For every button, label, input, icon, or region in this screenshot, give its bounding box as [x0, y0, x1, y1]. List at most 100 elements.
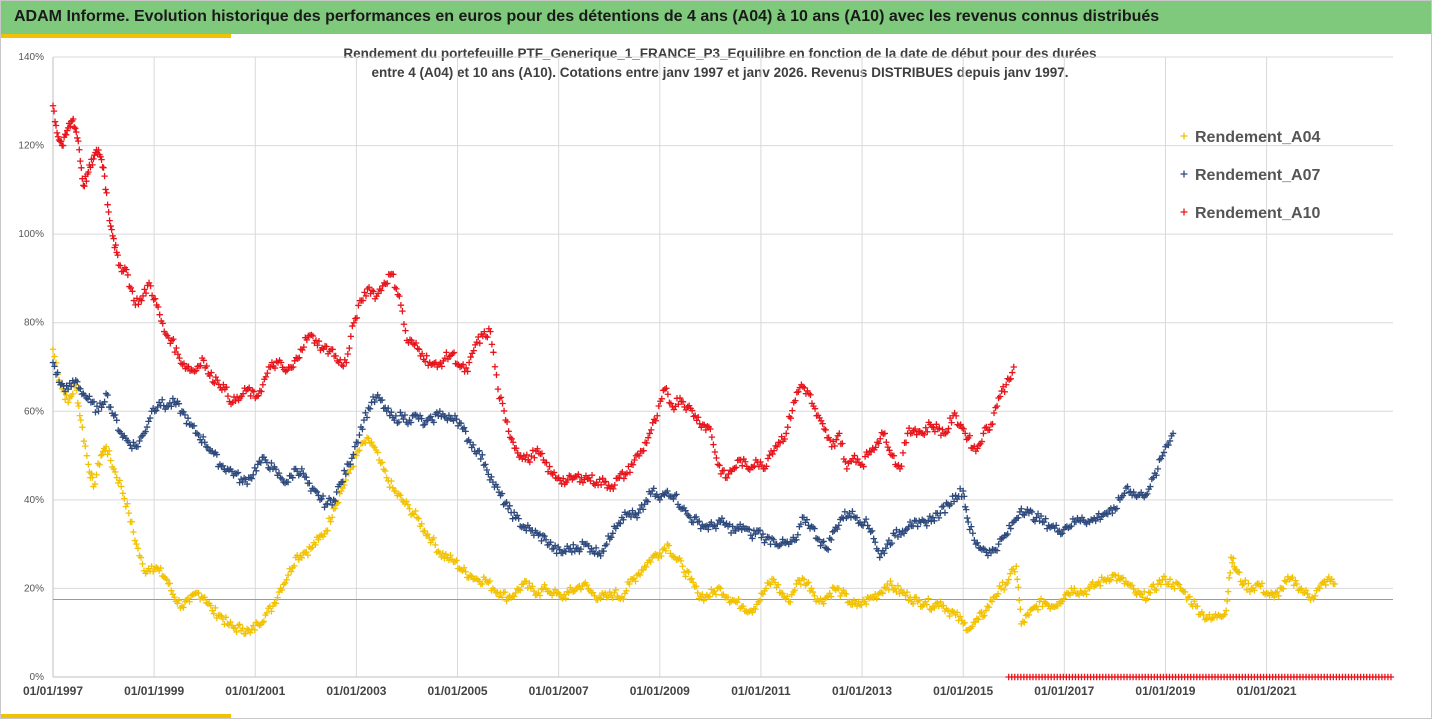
data-point-rendement_a10	[957, 421, 964, 428]
data-point-rendement_a07	[980, 545, 987, 552]
data-point-rendement_a10	[191, 368, 198, 375]
data-point-rendement_a07	[864, 522, 871, 529]
data-point-rendement_a10	[992, 404, 999, 411]
data-point-rendement_a04	[268, 608, 275, 615]
data-point-rendement_a10	[415, 346, 423, 353]
data-point-rendement_a07	[1159, 452, 1166, 460]
data-point-rendement_a10	[695, 414, 702, 421]
data-point-rendement_a10	[505, 428, 512, 435]
data-point-rendement_a10	[391, 284, 399, 291]
data-point-rendement_a04	[163, 576, 170, 583]
data-point-rendement_a07	[298, 465, 305, 473]
data-point-rendement_a10	[716, 462, 723, 469]
data-point-rendement_a07	[938, 503, 946, 510]
data-point-rendement_a04	[1060, 595, 1068, 602]
data-point-rendement_a10	[962, 430, 969, 437]
data-point-rendement_a10	[499, 400, 506, 407]
data-point-rendement_a04	[389, 484, 397, 492]
data-point-rendement_a10	[268, 359, 276, 366]
data-point-rendement_a04	[658, 552, 665, 560]
data-point-rendement_a07	[551, 542, 559, 549]
data-point-rendement_a07	[746, 526, 753, 533]
data-point-rendement_a07	[444, 416, 451, 424]
data-point-rendement_a07	[929, 514, 937, 521]
header-banner: ADAM Informe. Evolution historique des p…	[1, 1, 1431, 34]
data-point-rendement_a07	[635, 509, 642, 517]
data-point-rendement_a10	[1007, 375, 1014, 382]
data-point-rendement_a10	[543, 459, 550, 466]
data-point-rendement_a10	[599, 475, 606, 482]
data-point-rendement_a04	[1000, 586, 1008, 593]
data-point-rendement_a10	[996, 393, 1004, 400]
data-point-rendement_a04	[122, 503, 130, 510]
data-point-rendement_a07	[793, 536, 800, 543]
data-point-rendement_a04	[826, 590, 833, 597]
data-point-rendement_a07	[1113, 505, 1121, 512]
data-point-rendement_a04	[166, 580, 174, 587]
data-point-rendement_a10	[494, 385, 502, 393]
data-point-rendement_a04	[583, 581, 591, 589]
data-point-rendement_a04	[1119, 574, 1127, 581]
data-point-rendement_a04	[961, 619, 968, 626]
data-point-rendement_a10	[711, 448, 719, 456]
data-point-rendement_a10	[864, 451, 872, 459]
data-point-rendement_a04	[909, 600, 917, 608]
data-point-rendement_a07	[1004, 530, 1011, 538]
data-point-rendement_a04	[80, 437, 88, 445]
data-point-rendement_a07	[169, 395, 177, 402]
data-point-rendement_a04	[328, 514, 336, 521]
data-point-rendement_a10	[476, 340, 483, 347]
x-tick-label: 01/01/2013	[832, 684, 892, 698]
data-point-rendement_a07	[897, 531, 905, 539]
data-point-rendement_a04	[811, 592, 818, 600]
data-point-rendement_a10	[491, 363, 499, 370]
data-point-rendement_a04	[677, 557, 685, 565]
data-point-rendement_a07	[835, 522, 842, 529]
data-point-rendement_a10	[887, 451, 895, 458]
y-tick-label: 60%	[24, 406, 44, 417]
data-point-rendement_a04	[1270, 594, 1278, 601]
data-point-rendement_a07	[250, 471, 257, 478]
data-point-rendement_a07	[268, 459, 275, 467]
data-point-rendement_a04	[1225, 574, 1233, 581]
data-point-rendement_a04	[682, 573, 689, 580]
data-point-rendement_a10	[296, 354, 303, 361]
data-point-rendement_a04	[536, 592, 544, 599]
data-point-rendement_a04	[1011, 568, 1018, 575]
data-point-rendement_a10	[811, 405, 819, 412]
data-point-rendement_a10	[666, 399, 673, 406]
data-point-rendement_a04	[98, 451, 106, 458]
data-point-rendement_a07	[98, 404, 105, 411]
data-point-rendement_a10	[462, 364, 470, 372]
data-point-rendement_a10	[789, 407, 796, 414]
data-point-rendement_a04	[460, 564, 468, 571]
data-point-rendement_a04	[280, 581, 287, 588]
data-point-rendement_a10	[670, 406, 678, 413]
data-point-rendement_a07	[77, 385, 84, 392]
data-point-rendement_a07	[811, 525, 818, 532]
data-point-rendement_a10	[701, 421, 708, 429]
data-point-rendement_a04	[1106, 577, 1113, 585]
data-point-rendement_a10	[905, 424, 913, 432]
x-tick-label: 01/01/2007	[529, 684, 589, 698]
x-tick-label: 01/01/2019	[1135, 684, 1195, 698]
data-point-rendement_a10	[62, 131, 70, 139]
data-point-rendement_a10	[646, 430, 653, 437]
data-point-rendement_a07	[1165, 441, 1172, 449]
data-point-rendement_a04	[63, 391, 70, 399]
data-point-rendement_a04	[712, 591, 720, 598]
data-point-rendement_a10	[100, 164, 107, 171]
data-point-rendement_a04	[1269, 590, 1276, 598]
data-point-rendement_a10	[772, 442, 779, 450]
data-point-rendement_a04	[287, 568, 295, 575]
data-point-rendement_a07	[882, 545, 890, 552]
data-point-rendement_a04	[118, 483, 125, 490]
data-point-rendement_a07	[1036, 517, 1043, 525]
data-point-rendement_a10	[828, 443, 835, 450]
data-point-rendement_a10	[534, 445, 541, 452]
data-point-rendement_a04	[1016, 597, 1023, 604]
data-point-rendement_a04	[591, 592, 598, 599]
data-point-rendement_a07	[777, 540, 785, 548]
data-point-rendement_a10	[690, 413, 697, 420]
data-point-rendement_a07	[998, 535, 1005, 542]
